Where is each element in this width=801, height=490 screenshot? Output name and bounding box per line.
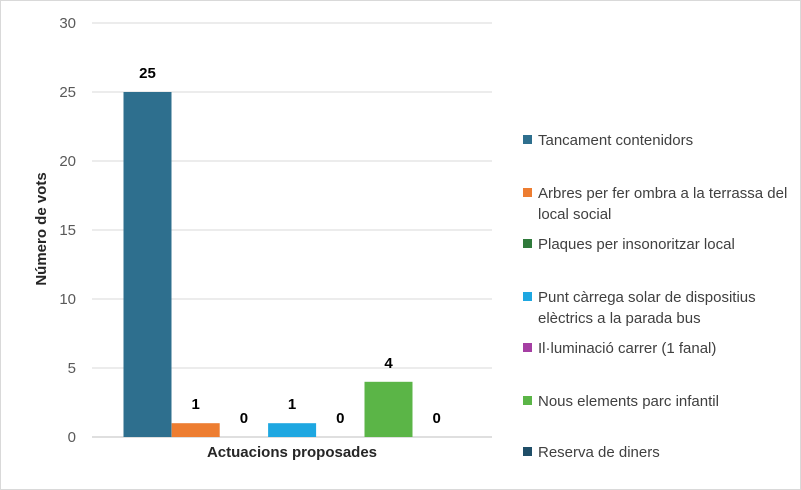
bar <box>123 92 172 437</box>
y-tick-label: 25 <box>59 84 76 101</box>
legend-swatch <box>523 239 532 248</box>
legend-label: Arbres per fer ombra a la terrassa del l… <box>538 185 788 223</box>
data-label: 1 <box>192 396 200 413</box>
legend-item: Arbres per fer ombra a la terrassa del l… <box>523 183 793 225</box>
legend-item: Nous elements parc infantil <box>523 391 793 412</box>
legend-item: Il·luminació carrer (1 fanal) <box>523 338 793 359</box>
legend-label: Tancament contenidors <box>538 132 694 149</box>
y-tick-label: 15 <box>59 222 76 239</box>
legend-swatch <box>523 292 532 301</box>
legend-label: Il·luminació carrer (1 fanal) <box>538 340 717 357</box>
legend-label: Punt càrrega solar de dispositius elèctr… <box>538 289 756 327</box>
y-tick-label: 30 <box>59 15 76 32</box>
y-tick-label: 5 <box>68 360 76 377</box>
data-label: 0 <box>336 410 344 427</box>
bar <box>268 423 317 437</box>
y-tick-label: 0 <box>68 429 76 446</box>
y-tick-label: 10 <box>59 291 76 308</box>
data-label: 4 <box>384 355 393 372</box>
bar <box>364 381 413 437</box>
data-label: 0 <box>433 410 441 427</box>
legend-item: Tancament contenidors <box>523 130 793 151</box>
legend-swatch <box>523 343 532 352</box>
legend-swatch <box>523 135 532 144</box>
legend-swatch <box>523 188 532 197</box>
data-label: 1 <box>288 396 296 413</box>
data-label: 25 <box>139 65 156 82</box>
bar <box>171 423 220 437</box>
y-tick-label: 20 <box>59 153 76 170</box>
legend-item: Punt càrrega solar de dispositius elèctr… <box>523 287 793 329</box>
legend-label: Nous elements parc infantil <box>538 393 719 410</box>
legend-item: Plaques per insonoritzar local <box>523 234 793 255</box>
legend-swatch <box>523 396 532 405</box>
legend-label: Reserva de diners <box>538 444 660 461</box>
data-label: 0 <box>240 410 248 427</box>
y-axis-label: Número de vots <box>33 172 50 285</box>
legend-item: Reserva de diners <box>523 442 793 463</box>
legend-swatch <box>523 447 532 456</box>
legend-label: Plaques per insonoritzar local <box>538 236 735 253</box>
x-axis-label: Actuacions proposades <box>207 444 377 461</box>
